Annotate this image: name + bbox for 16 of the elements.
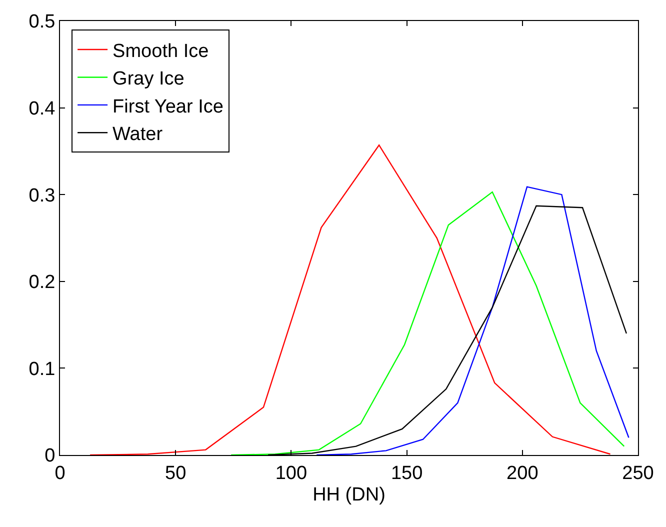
- legend-label: First Year Ice: [112, 96, 224, 118]
- x-tick-label: 50: [165, 462, 186, 484]
- x-tick-label: 150: [390, 462, 423, 484]
- x-tick-label: 250: [622, 462, 654, 484]
- y-tick-label: 0.5: [28, 12, 56, 33]
- y-tick-label: 0.3: [28, 185, 56, 206]
- y-tick-label: 0: [44, 446, 56, 467]
- y-tick-label: 0.2: [28, 272, 56, 294]
- legend-label: Gray Ice: [112, 68, 184, 90]
- legend-label: Smooth Ice: [112, 40, 209, 62]
- x-tick-label: 200: [506, 462, 538, 484]
- y-tick-label: 0.1: [28, 358, 56, 380]
- legend-label: Water: [112, 124, 164, 146]
- y-tick-label: 0.4: [28, 98, 56, 120]
- x-axis-title: HH (DN): [312, 484, 386, 506]
- x-tick-label: 100: [275, 462, 308, 484]
